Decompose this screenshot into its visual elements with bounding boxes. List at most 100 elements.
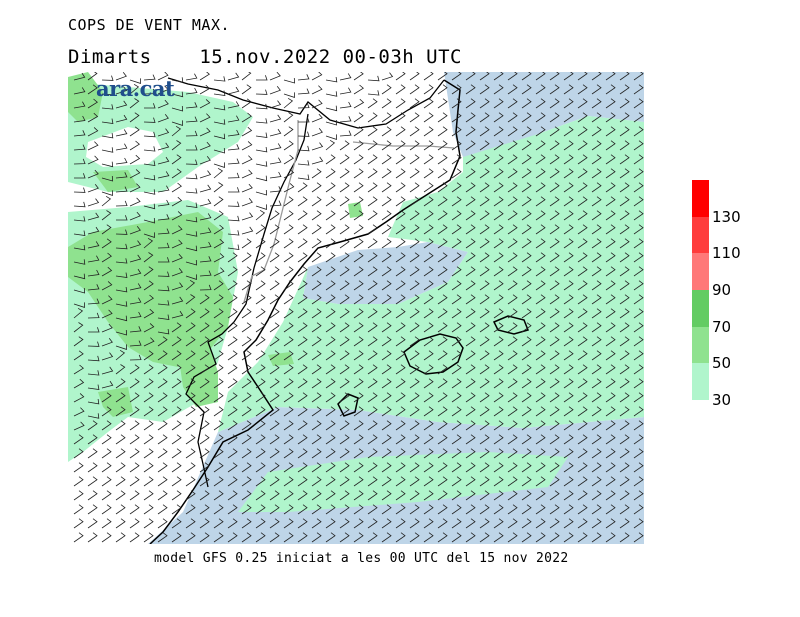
wind-barb	[283, 126, 294, 137]
wind-barb	[367, 532, 378, 543]
wind-barb	[199, 84, 211, 95]
wind-barb	[269, 86, 281, 95]
wind-barb	[409, 168, 420, 179]
wind-barb	[507, 504, 518, 515]
wind-barb	[381, 72, 394, 81]
colorbar-label: 90	[712, 281, 732, 299]
wind-barb	[353, 294, 364, 305]
wind-barb	[451, 98, 462, 109]
wind-barb	[227, 364, 238, 375]
wind-barb	[381, 308, 392, 319]
wind-barb	[451, 392, 462, 403]
wind-barb	[171, 182, 182, 193]
wind-barb	[353, 350, 364, 361]
wind-barb	[143, 308, 155, 319]
wind-barb	[605, 308, 616, 319]
wind-barb	[535, 406, 546, 417]
island-menorca	[492, 315, 530, 335]
wind-barb	[87, 127, 99, 137]
wind-barb	[521, 518, 532, 529]
wind-barb	[451, 154, 462, 165]
wind-barb	[409, 532, 420, 543]
wind-barb	[269, 504, 280, 515]
wind-barb	[577, 72, 588, 81]
wind-barb	[507, 434, 518, 445]
wind-barb	[381, 490, 392, 501]
wind-barb	[171, 296, 184, 305]
wind-barb	[577, 504, 588, 515]
wind-barb	[115, 86, 128, 95]
wind-barb	[269, 186, 282, 193]
wind-barb	[199, 270, 212, 277]
wind-barb	[479, 112, 490, 123]
wind-barb	[493, 420, 504, 431]
wind-barb	[521, 252, 532, 263]
ara-cat-logo: ara.cat	[96, 76, 175, 101]
wind-barb	[591, 378, 602, 389]
wind-barb	[535, 238, 546, 249]
wind-barb	[227, 86, 240, 95]
wind-barb	[185, 434, 196, 445]
wind-barb	[171, 239, 183, 249]
model-footer: model GFS 0.25 iniciat a les 00 UTC del …	[154, 551, 569, 566]
wind-barb	[535, 98, 546, 109]
wind-barb	[185, 130, 198, 137]
wind-barb	[395, 294, 406, 305]
wind-barb	[507, 210, 518, 221]
wind-barb	[493, 196, 504, 207]
wind-barb	[129, 254, 142, 263]
wind-barb	[479, 72, 490, 81]
wind-barb	[577, 182, 588, 193]
wind-barb	[227, 158, 240, 165]
wind-barb	[73, 532, 84, 543]
wind-barb	[423, 238, 434, 249]
wind-barb	[241, 364, 252, 375]
wind-barb	[185, 294, 196, 305]
wind-barb	[395, 252, 406, 263]
wind-barb	[507, 154, 518, 165]
wind-barb	[479, 210, 490, 221]
wind-barb	[577, 126, 588, 137]
wind-barb	[521, 294, 532, 305]
wind-barb	[577, 210, 588, 221]
wind-barb	[143, 337, 155, 347]
wind-barb	[227, 322, 238, 333]
wind-barb	[339, 476, 350, 487]
wind-barb	[591, 448, 602, 459]
wind-barb	[73, 462, 84, 473]
wind-barb	[619, 266, 630, 277]
wind-barb	[186, 145, 198, 151]
map-title: COPS DE VENT MAX.	[68, 16, 231, 34]
wind-barb	[451, 462, 462, 473]
wind-barb	[577, 434, 588, 445]
wind-barb	[507, 238, 518, 249]
wind-barb	[339, 420, 350, 431]
wind-barb	[115, 72, 127, 81]
wind-barb	[269, 434, 280, 445]
wind-barb	[367, 210, 378, 221]
wind-barb	[353, 266, 364, 277]
wind-barb	[297, 160, 310, 166]
wind-barb	[423, 392, 434, 403]
wind-barb	[395, 448, 406, 459]
wind-barb	[227, 336, 238, 347]
wind-barb	[409, 72, 420, 81]
wind-barb	[87, 476, 98, 487]
wind-barb	[563, 182, 574, 193]
wind-barb	[549, 72, 560, 81]
wind-barb	[423, 140, 434, 151]
wind-barb	[115, 349, 126, 361]
wind-barb	[228, 187, 240, 193]
wind-barb	[465, 140, 476, 151]
wind-barb	[311, 336, 322, 347]
wind-barb	[325, 134, 337, 140]
wind-barb	[395, 532, 406, 543]
wind-barb	[199, 213, 212, 221]
wind-barb	[115, 406, 126, 417]
wind-barb	[605, 126, 616, 137]
wind-barb	[633, 308, 644, 319]
wind-barb	[465, 308, 476, 319]
gust-colorbar	[692, 180, 709, 400]
wind-barb	[283, 336, 294, 347]
colorbar-label: 50	[712, 354, 732, 373]
